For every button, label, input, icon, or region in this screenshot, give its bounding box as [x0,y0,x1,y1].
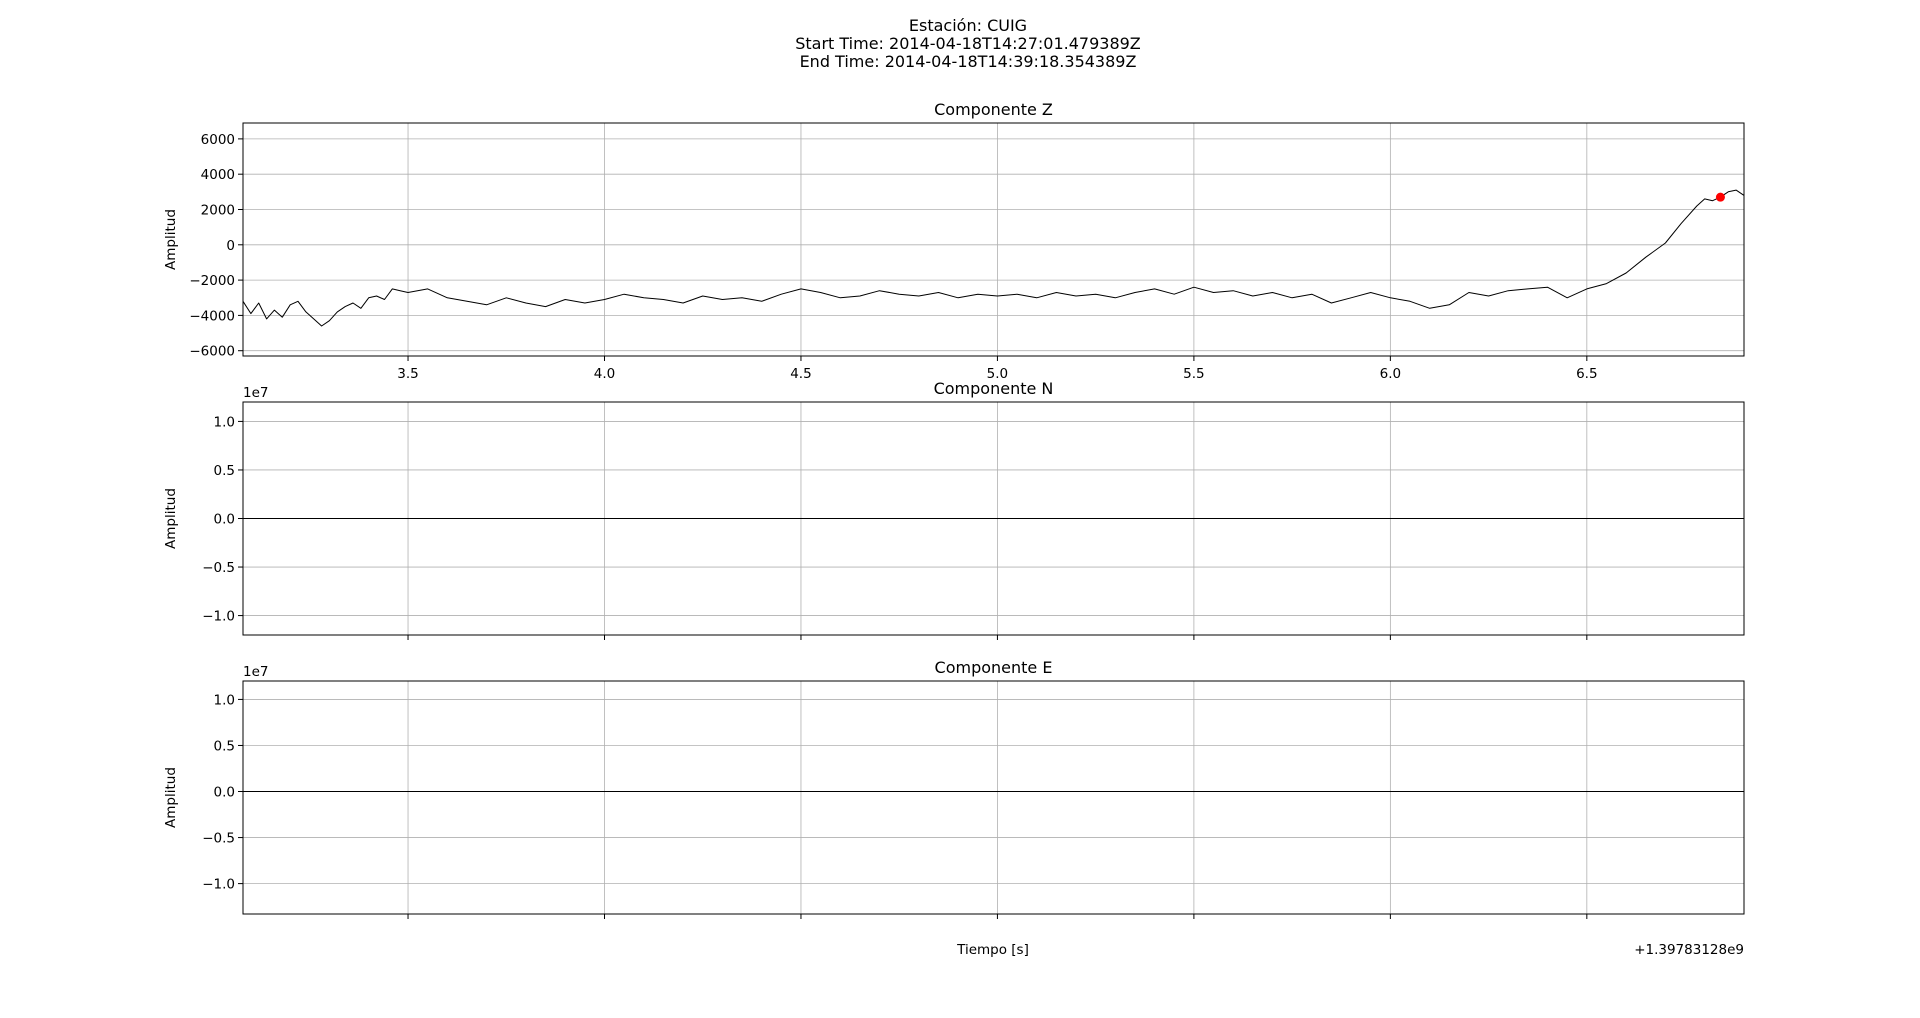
y-tick-label: 1.0 [214,692,235,708]
y-offset-label: 1e7 [243,385,268,401]
x-tick-label: 4.0 [594,366,615,382]
panel-title: Componente Z [934,100,1053,119]
x-tick-label: 3.5 [397,366,418,382]
y-tick-label: 1.0 [214,414,235,430]
x-tick-label: 5.0 [987,366,1008,382]
title-line-station: Estación: CUIG [909,16,1027,35]
panel-title: Componente E [935,658,1053,677]
x-tick-label: 6.5 [1576,366,1597,382]
y-axis-label: Amplitud [163,209,179,270]
y-tick-label: −4000 [189,308,235,324]
series-line [242,189,1745,327]
title-line-start-time: Start Time: 2014-04-18T14:27:01.479389Z [795,34,1141,53]
title-line-end-time: End Time: 2014-04-18T14:39:18.354389Z [800,52,1137,71]
axes-frame [242,122,1745,357]
y-tick-label: −1.0 [202,877,235,893]
panel-0: −6000 −4000 −2000 0 2000 4000 6000 3.5 4.0 4.5 5.0… [163,100,1745,382]
y-tick-label: −1.0 [202,609,235,625]
x-offset-label: +1.39783128e9 [1634,942,1744,958]
y-tick-label: 0.5 [214,738,235,754]
y-tick-label: 6000 [201,132,235,148]
y-tick-label: 0.0 [214,512,235,528]
y-tick-label: −0.5 [202,831,235,847]
figure-title: Estación: CUIG Start Time: 2014-04-18T14… [795,16,1141,71]
axes-frame [242,680,1745,915]
y-tick-label: −0.5 [202,560,235,576]
y-axis-label: Amplitud [163,767,179,828]
y-tick-label: 2000 [201,202,235,218]
y-tick-label: −6000 [189,344,235,360]
x-axis-label: Tiempo [s] [956,942,1029,958]
y-axis-label: Amplitud [163,488,179,549]
panels: −6000 −4000 −2000 0 2000 4000 6000 3.5 4.0 4.5 5.0… [163,100,1745,919]
x-tick-label: 6.0 [1380,366,1401,382]
event-marker [1715,192,1725,202]
y-tick-label: 4000 [201,167,235,183]
y-tick-label: 0.5 [214,463,235,479]
y-tick-label: −2000 [189,273,235,289]
y-tick-label: 0.0 [214,785,235,801]
x-tick-label: 5.5 [1183,366,1204,382]
panel-2: −1.0 −0.5 0.0 0.5 1.0 Componente E Amplitud 1e7 [163,658,1745,919]
y-offset-label: 1e7 [243,664,268,680]
panel-title: Componente N [934,379,1054,398]
panel-1: −1.0 −0.5 0.0 0.5 1.0 Componente N Amplitud 1e7 [163,379,1745,640]
x-tick-label: 4.5 [790,366,811,382]
y-tick-label: 0 [226,238,235,254]
